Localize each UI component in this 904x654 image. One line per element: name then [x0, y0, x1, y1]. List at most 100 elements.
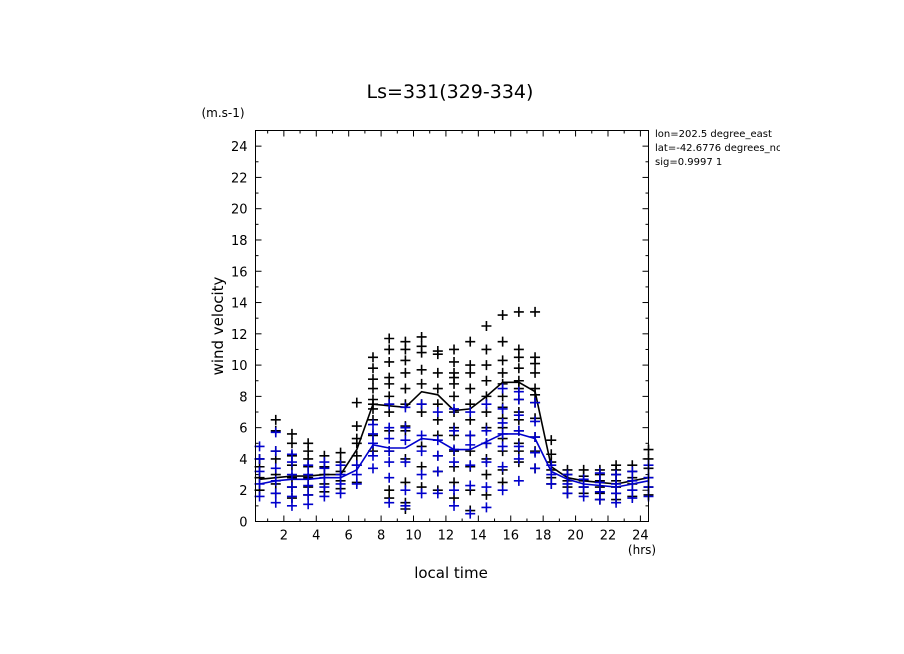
- data-point-cross: [416, 364, 427, 375]
- data-point-cross: [562, 488, 573, 499]
- data-point-cross: [465, 407, 476, 418]
- data-point-cross: [481, 425, 492, 436]
- data-point-cross: [578, 491, 589, 502]
- data-point-cross: [416, 446, 427, 457]
- data-point-cross: [465, 360, 476, 371]
- data-point-cross: [400, 383, 411, 394]
- data-point-cross: [513, 363, 524, 374]
- data-point-cross: [384, 422, 395, 433]
- data-point-cross: [367, 450, 378, 461]
- y-tick-label: 18: [231, 234, 248, 249]
- data-point-cross: [335, 447, 346, 458]
- data-point-cross: [384, 333, 395, 344]
- info-clip-mask: [780, 125, 904, 175]
- data-point-cross: [335, 488, 346, 499]
- y-tick-label: 2: [239, 484, 247, 499]
- data-point-cross: [400, 367, 411, 378]
- data-point-cross: [449, 356, 460, 367]
- data-point-cross: [449, 425, 460, 436]
- data-point-cross: [303, 469, 314, 480]
- y-tick-label: 6: [239, 422, 247, 437]
- data-point-cross: [384, 344, 395, 355]
- data-point-cross: [432, 450, 443, 461]
- data-point-cross: [384, 497, 395, 508]
- y-tick-label: 14: [231, 297, 248, 312]
- data-point-cross: [270, 414, 281, 425]
- data-point-cross: [611, 488, 622, 499]
- data-point-cross: [497, 441, 508, 452]
- data-point-cross: [449, 403, 460, 414]
- data-point-cross: [432, 407, 443, 418]
- data-point-cross: [303, 480, 314, 491]
- data-point-cross: [611, 497, 622, 508]
- data-point-cross: [449, 344, 460, 355]
- data-point-cross: [416, 331, 427, 342]
- data-point-cross: [481, 360, 492, 371]
- data-point-cross: [400, 355, 411, 366]
- data-point-cross: [416, 399, 427, 410]
- data-point-cross: [449, 485, 460, 496]
- data-point-cross: [367, 463, 378, 474]
- data-point-cross: [351, 397, 362, 408]
- data-point-cross: [497, 310, 508, 321]
- data-point-cross: [449, 391, 460, 402]
- data-point-cross: [594, 468, 605, 479]
- data-point-cross: [449, 367, 460, 378]
- y-tick-label: 8: [239, 390, 247, 405]
- data-point-cross: [351, 469, 362, 480]
- data-point-cross: [578, 464, 589, 475]
- data-point-cross: [400, 435, 411, 446]
- data-point-cross: [367, 419, 378, 430]
- y-tick-label: 12: [231, 328, 248, 343]
- data-point-cross: [254, 466, 265, 477]
- data-point-cross: [254, 491, 265, 502]
- data-point-cross: [254, 453, 265, 464]
- data-point-cross: [530, 447, 541, 458]
- data-point-cross: [481, 482, 492, 493]
- y-axis-title: wind velocity: [209, 276, 227, 375]
- data-point-cross: [481, 502, 492, 513]
- data-point-cross: [481, 321, 492, 331]
- data-point-cross: [465, 336, 476, 347]
- data-point-cross: [351, 478, 362, 489]
- data-point-cross: [416, 469, 427, 480]
- y-tick-label: 24: [231, 140, 248, 155]
- data-point-cross: [513, 475, 524, 486]
- data-point-cross: [497, 383, 508, 394]
- data-point-cross: [627, 485, 638, 496]
- data-point-cross: [465, 460, 476, 471]
- data-point-cross: [303, 489, 314, 500]
- x-axis-title: local time: [414, 564, 488, 582]
- data-point-cross: [367, 374, 378, 385]
- data-point-cross: [286, 491, 297, 502]
- data-point-cross: [400, 402, 411, 413]
- series-layer: [254, 306, 654, 519]
- data-point-cross: [400, 422, 411, 433]
- data-point-cross: [611, 469, 622, 480]
- blue-series: [254, 383, 654, 519]
- x-tick-label: 18: [535, 529, 552, 544]
- data-point-cross: [465, 508, 476, 519]
- data-point-cross: [513, 306, 524, 317]
- data-point-cross: [497, 461, 508, 472]
- data-point-cross: [513, 441, 524, 452]
- x-tick-label: 2: [280, 529, 288, 544]
- y-tick-label: 22: [231, 171, 248, 186]
- data-point-cross: [384, 372, 395, 383]
- data-point-cross: [513, 386, 524, 397]
- axis-ticks: 2 4 6 8 10 12 14 16 18 20 22 2402468101214161820222…: [231, 130, 649, 544]
- data-point-cross: [286, 500, 297, 511]
- data-point-cross: [465, 480, 476, 491]
- data-point-cross: [497, 417, 508, 428]
- data-point-cross: [481, 344, 492, 355]
- data-point-cross: [465, 430, 476, 441]
- data-point-cross: [351, 421, 362, 432]
- data-point-cross: [449, 500, 460, 511]
- data-point-cross: [286, 449, 297, 460]
- data-point-cross: [400, 336, 411, 347]
- data-point-cross: [286, 438, 297, 449]
- data-point-cross: [432, 466, 443, 477]
- data-point-cross: [546, 478, 557, 489]
- data-point-cross: [432, 367, 443, 378]
- data-point-cross: [384, 472, 395, 483]
